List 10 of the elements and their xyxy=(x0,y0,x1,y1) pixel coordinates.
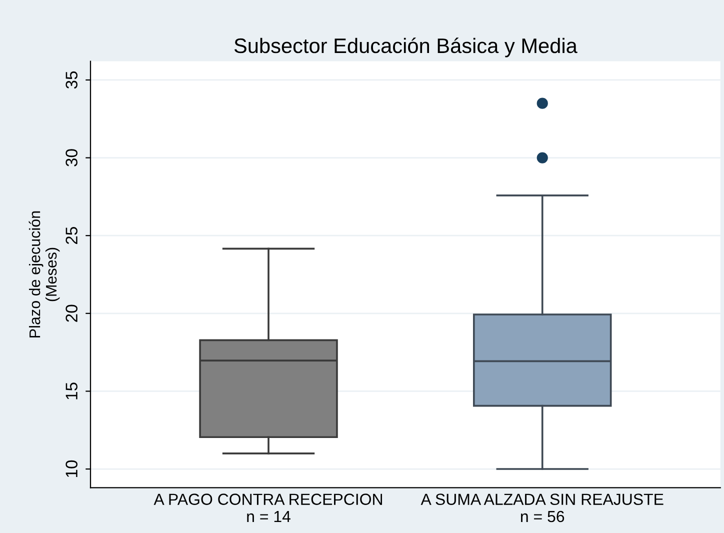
y-tick-label: 15 xyxy=(66,382,78,400)
y-tick-label: 10 xyxy=(66,460,78,478)
y-tick-label: 35 xyxy=(66,71,78,89)
y-axis-title: Plazo de ejecución (Meses) xyxy=(28,211,60,338)
y-tick-label: 30 xyxy=(66,149,78,166)
x-tick-label: A SUMA ALZADA SIN REAJUSTE n = 56 xyxy=(420,494,664,522)
x-tick-label: A PAGO CONTRA RECEPCION n = 14 xyxy=(154,494,382,522)
chart-title: Subsector Educación Básica y Media xyxy=(234,38,578,58)
y-tick-label: 20 xyxy=(66,304,78,322)
y-tick-label: 25 xyxy=(66,227,78,244)
